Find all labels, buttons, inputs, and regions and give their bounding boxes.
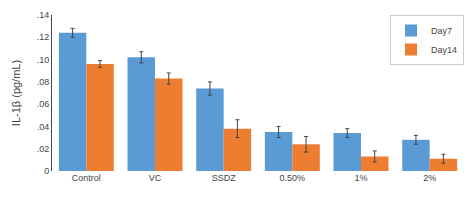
svg-text:0.50%: 0.50% xyxy=(280,173,306,183)
svg-text:.06: .06 xyxy=(37,99,50,109)
svg-text:.10: .10 xyxy=(37,55,50,65)
svg-text:Day14: Day14 xyxy=(431,45,457,55)
svg-text:.08: .08 xyxy=(37,77,50,87)
svg-text:VC: VC xyxy=(149,173,162,183)
svg-text:2%: 2% xyxy=(423,173,436,183)
svg-text:SSDZ: SSDZ xyxy=(212,173,237,183)
svg-text:.14: .14 xyxy=(37,10,50,20)
svg-text:Control: Control xyxy=(72,173,101,183)
svg-text:.12: .12 xyxy=(37,32,50,42)
svg-text:.04: .04 xyxy=(37,122,50,132)
svg-text:.02: .02 xyxy=(37,144,50,154)
svg-text:1%: 1% xyxy=(354,173,367,183)
svg-text:Day7: Day7 xyxy=(431,26,452,36)
svg-text:0: 0 xyxy=(44,166,49,176)
svg-text:IL-1β (pg/mL): IL-1β (pg/mL) xyxy=(10,60,22,126)
